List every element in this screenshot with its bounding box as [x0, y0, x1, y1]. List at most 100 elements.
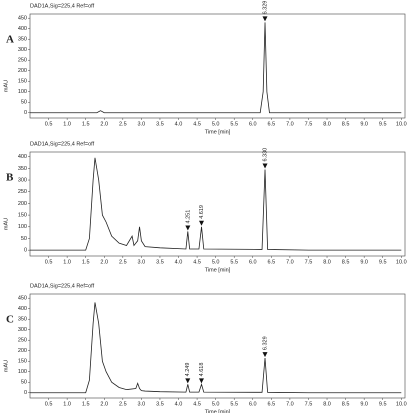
x-tick-label: 6.0 [249, 121, 257, 127]
x-tick-label: 1.5 [82, 401, 90, 407]
y-tick-label: 400 [18, 26, 27, 32]
chart-title: DAD1A,Sig=225,4 Ref=off [30, 3, 95, 9]
peak-label: 6.330 [262, 148, 268, 162]
y-tick-label: 100 [18, 369, 27, 375]
chromatogram-line [30, 302, 402, 394]
x-tick-label: 3.5 [156, 259, 164, 265]
x-axis-label: Time [min] [205, 409, 231, 413]
y-axis-label: mAU [3, 360, 9, 372]
x-tick-label: 2.5 [119, 259, 127, 265]
x-tick-label: 9.0 [360, 259, 368, 265]
x-tick-label: 7.5 [305, 259, 313, 265]
x-tick-label: 4.5 [193, 259, 201, 265]
x-tick-label: 6.5 [268, 259, 276, 265]
panel-letter: C [6, 314, 14, 326]
y-tick-label: 250 [18, 338, 27, 344]
x-tick-label: 2.0 [100, 259, 108, 265]
y-tick-label: 50 [21, 100, 27, 106]
x-tick-label: 1.5 [82, 259, 90, 265]
x-tick-label: 3.0 [138, 401, 146, 407]
y-axis-label: mAU [3, 218, 9, 230]
x-tick-label: 7.0 [286, 259, 294, 265]
y-tick-label: 300 [18, 177, 27, 183]
plot-frame [29, 293, 406, 399]
x-tick-label: 5.0 [212, 259, 220, 265]
x-tick-label: 6.5 [268, 121, 276, 127]
y-tick-label: 400 [18, 306, 27, 312]
y-tick-label: 350 [18, 37, 27, 43]
x-tick-label: 0.5 [45, 401, 53, 407]
y-tick-label: 450 [18, 296, 27, 302]
x-tick-label: 9.0 [360, 121, 368, 127]
peak-label: 4.249 [185, 363, 191, 377]
chart-title: DAD1A,Sig=225,4 Ref=off [30, 283, 95, 289]
peak-label: 4.619 [199, 205, 205, 219]
y-tick-label: 200 [18, 348, 27, 354]
y-tick-label: 150 [18, 213, 27, 219]
peak-label: 4.251 [185, 210, 191, 224]
x-tick-label: 6.5 [268, 401, 276, 407]
x-tick-label: 3.0 [138, 259, 146, 265]
y-tick-label: 0 [24, 390, 27, 396]
y-tick-label: 250 [18, 189, 27, 195]
x-tick-label: 5.5 [230, 259, 238, 265]
chromatogram-line [30, 22, 402, 114]
x-tick-label: 3.5 [156, 401, 164, 407]
x-tick-label: 8.5 [342, 259, 350, 265]
x-tick-label: 1.5 [82, 121, 90, 127]
peak-marker [185, 378, 191, 384]
y-tick-label: 250 [18, 58, 27, 64]
y-tick-label: 150 [18, 359, 27, 365]
x-tick-label: 5.0 [212, 121, 220, 127]
peak-marker [198, 378, 204, 384]
x-tick-label: 1.0 [63, 121, 71, 127]
x-tick-label: 7.0 [286, 401, 294, 407]
x-tick-label: 8.5 [342, 121, 350, 127]
x-tick-label: 6.0 [249, 259, 257, 265]
plot-frame [29, 13, 406, 119]
x-tick-label: 3.0 [138, 121, 146, 127]
x-tick-label: 4.0 [175, 121, 183, 127]
y-tick-label: 200 [18, 68, 27, 74]
y-tick-label: 300 [18, 47, 27, 53]
y-tick-label: 50 [21, 236, 27, 242]
x-axis-label: Time [min] [205, 267, 231, 273]
x-tick-label: 0.5 [45, 259, 53, 265]
y-tick-label: 0 [24, 110, 27, 116]
y-tick-label: 150 [18, 79, 27, 85]
x-tick-label: 8.5 [342, 401, 350, 407]
x-tick-label: 5.5 [230, 121, 238, 127]
peak-marker [262, 352, 268, 358]
x-tick-label: 8.0 [323, 259, 331, 265]
x-axis-label: Time [min] [205, 129, 231, 135]
peak-label: 6.329 [262, 1, 268, 15]
x-tick-label: 9.5 [379, 259, 387, 265]
x-tick-label: 2.0 [100, 401, 108, 407]
x-tick-label: 9.0 [360, 401, 368, 407]
x-tick-label: 10.0 [396, 259, 407, 265]
y-tick-label: 400 [18, 154, 27, 160]
x-tick-label: 6.0 [249, 401, 257, 407]
x-tick-label: 7.0 [286, 121, 294, 127]
y-tick-label: 450 [18, 16, 27, 22]
x-tick-label: 8.0 [323, 401, 331, 407]
x-tick-label: 1.0 [63, 259, 71, 265]
y-tick-label: 350 [18, 317, 27, 323]
x-tick-label: 9.5 [379, 401, 387, 407]
x-tick-label: 7.5 [305, 401, 313, 407]
y-tick-label: 50 [21, 380, 27, 386]
chromatogram-line [30, 157, 402, 251]
peak-marker [198, 220, 204, 226]
chart-title: DAD1A,Sig=225,4 Ref=off [30, 141, 95, 147]
x-tick-label: 7.5 [305, 121, 313, 127]
y-tick-label: 100 [18, 89, 27, 95]
x-tick-label: 10.0 [396, 121, 407, 127]
y-tick-label: 0 [24, 248, 27, 254]
peak-marker [185, 225, 191, 231]
x-tick-label: 3.5 [156, 121, 164, 127]
x-tick-label: 0.5 [45, 121, 53, 127]
x-tick-label: 2.5 [119, 121, 127, 127]
x-tick-label: 8.0 [323, 121, 331, 127]
peak-marker [262, 163, 268, 169]
